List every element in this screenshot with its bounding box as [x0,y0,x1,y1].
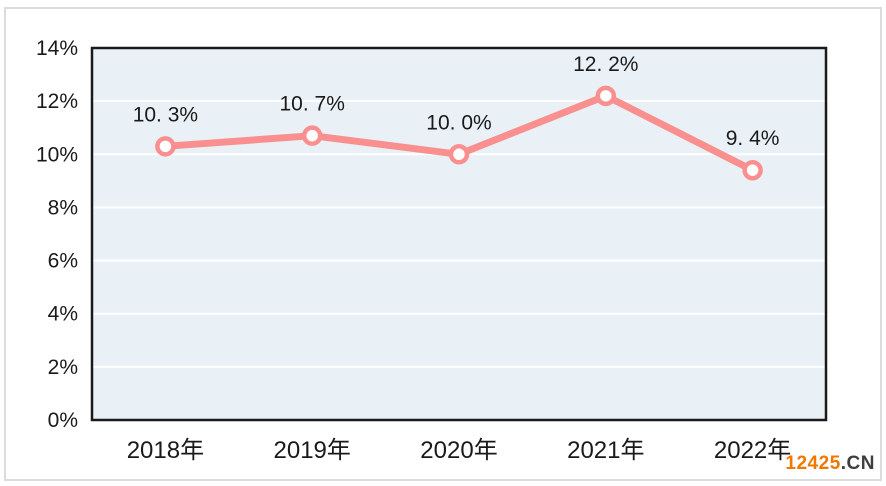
data-point-marker [155,136,176,157]
data-point-marker [301,125,323,146]
watermark: 12425.CN [785,454,875,473]
y-axis-tick-label: 4% [48,303,78,326]
y-axis-tick-label: 2% [48,356,78,379]
watermark-brand: 12425 [785,453,841,474]
plot-area [92,48,826,420]
y-axis-tick-label: 0% [48,409,78,432]
data-point-label: 10. 3% [133,103,198,126]
data-point-marker [595,85,617,107]
x-axis-category-label: 2020年 [420,437,497,464]
y-axis-tick-label: 14% [36,37,78,60]
data-point-marker [448,144,470,165]
data-point-label: 9. 4% [726,127,780,150]
plot-border [90,46,828,422]
y-axis-tick-label: 6% [48,250,78,273]
y-axis-tick-label: 8% [48,196,78,219]
data-point-marker [742,159,763,181]
data-point-label: 10. 7% [280,93,345,116]
y-axis-tick-label: 10% [36,143,78,166]
data-point-label: 10. 0% [426,111,491,134]
y-axis-tick-label: 12% [36,90,78,113]
x-axis-category-label: 2018年 [127,437,204,464]
watermark-suffix: .CN [840,453,875,474]
data-point-label: 12. 2% [573,53,638,76]
x-axis-category-label: 2019年 [274,437,351,464]
x-axis-category-label: 2021年 [567,437,644,464]
x-axis-category-label: 2022年 [714,437,791,464]
